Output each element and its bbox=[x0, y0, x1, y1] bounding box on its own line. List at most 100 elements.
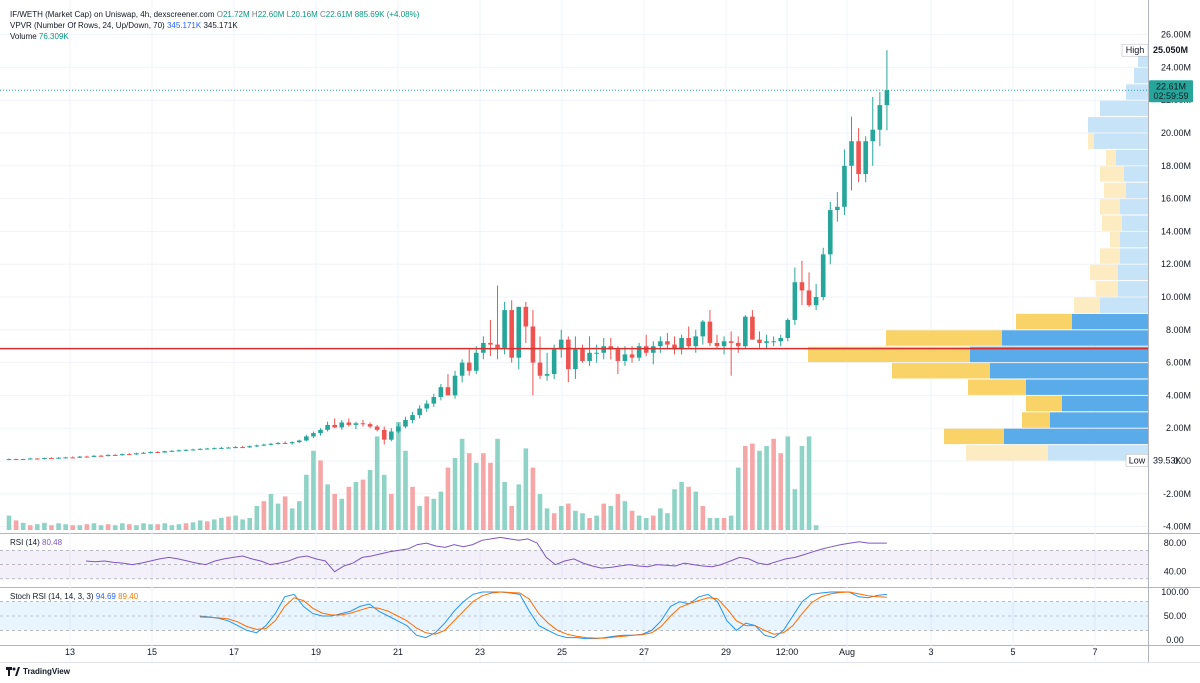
candlesticks bbox=[6, 50, 890, 461]
time-tick-label: 29 bbox=[721, 647, 731, 657]
last-price-value: 22.61M bbox=[1156, 82, 1186, 92]
vpvr-up-row bbox=[1124, 166, 1148, 182]
volume-bar bbox=[226, 516, 231, 530]
close-value: 22.61M bbox=[325, 10, 353, 19]
candle-body bbox=[537, 362, 543, 376]
candle-body bbox=[42, 458, 47, 460]
vpvr-up-row bbox=[1126, 182, 1148, 199]
time-tick-label: 19 bbox=[311, 647, 321, 657]
candle-body bbox=[849, 141, 854, 166]
volume-bar bbox=[509, 506, 514, 530]
stoch-label[interactable]: Stoch RSI (14, 14, 3, 3) bbox=[10, 592, 94, 601]
vpvr-down-row bbox=[966, 445, 1048, 461]
volume-bar bbox=[530, 467, 536, 530]
brand-name: TradingView bbox=[23, 667, 70, 676]
candle-body bbox=[530, 326, 536, 363]
candle-body bbox=[197, 448, 203, 450]
volume-bar bbox=[424, 496, 430, 530]
candle-body bbox=[353, 423, 359, 425]
volume-bar bbox=[360, 479, 366, 530]
volume-bar bbox=[764, 446, 769, 530]
high-label: H bbox=[251, 10, 258, 19]
candle-body bbox=[488, 342, 493, 345]
volume-bar bbox=[452, 458, 458, 530]
volume-bar bbox=[650, 515, 656, 530]
candle-body bbox=[806, 290, 812, 306]
volume-bar bbox=[13, 520, 19, 530]
candle-body bbox=[452, 375, 458, 396]
volume-bar bbox=[212, 519, 217, 530]
candle-body bbox=[424, 403, 430, 409]
volume-bar bbox=[551, 513, 557, 530]
vpvr-up-row bbox=[1138, 53, 1148, 67]
candle-body bbox=[148, 451, 153, 453]
rsi-value: 80.48 bbox=[42, 538, 63, 547]
volume-bar bbox=[247, 518, 253, 530]
volume-bar bbox=[629, 510, 635, 530]
volume-bar bbox=[289, 508, 295, 530]
volume-bar bbox=[799, 446, 805, 530]
symbol-title[interactable]: IF/WETH (Market Cap) on Uniswap, 4h, dex… bbox=[10, 10, 215, 19]
candle-body bbox=[877, 105, 883, 130]
low-label: L bbox=[286, 10, 292, 19]
candle-body bbox=[304, 436, 309, 441]
stoch-k-value: 94.69 bbox=[95, 592, 116, 601]
candle-body bbox=[799, 282, 805, 291]
tradingview-brand[interactable]: TradingView bbox=[6, 667, 70, 676]
volume-label[interactable]: Volume bbox=[10, 32, 37, 41]
candle-body bbox=[856, 141, 861, 174]
candle-body bbox=[721, 341, 727, 347]
time-tick-label: 17 bbox=[229, 647, 239, 657]
volume-bar bbox=[778, 453, 784, 530]
volume-bar bbox=[219, 518, 224, 530]
vpvr-down-row bbox=[1100, 248, 1120, 264]
volume-bar bbox=[332, 494, 337, 530]
candle-body bbox=[884, 90, 890, 106]
rsi-label[interactable]: RSI (14) bbox=[10, 538, 40, 547]
vpvr-up-row bbox=[990, 363, 1148, 379]
candle-body bbox=[63, 457, 68, 459]
candle-body bbox=[431, 397, 437, 404]
candle-body bbox=[707, 321, 713, 343]
vpvr-label[interactable]: VPVR (Number Of Rows, 24, Up/Down, 70) bbox=[10, 21, 165, 30]
rsi-tick-label: 80.00 bbox=[1164, 538, 1187, 548]
candle-body bbox=[254, 445, 260, 447]
price-tick-label: -4.00M bbox=[1163, 522, 1191, 532]
candle-body bbox=[98, 455, 104, 457]
volume-bar bbox=[77, 525, 83, 530]
volume-bar bbox=[573, 510, 578, 530]
price-tick-label: 2.00M bbox=[1166, 423, 1191, 433]
volume-bar bbox=[445, 467, 451, 530]
volume-bar bbox=[56, 523, 61, 530]
candle-body bbox=[764, 341, 769, 343]
candle-body bbox=[566, 339, 571, 370]
candle-body bbox=[672, 344, 677, 350]
volume-bar bbox=[566, 503, 571, 530]
price-tick-label: 24.00M bbox=[1161, 62, 1191, 72]
candle-body bbox=[183, 449, 189, 451]
volume-bar bbox=[183, 523, 189, 530]
time-tick-label: 21 bbox=[393, 647, 403, 657]
volume-bar bbox=[643, 518, 649, 530]
volume-bar bbox=[750, 443, 755, 530]
candle-body bbox=[275, 442, 281, 444]
rsi-pane bbox=[0, 536, 1148, 580]
volume-bar bbox=[127, 524, 132, 530]
candle-body bbox=[580, 349, 585, 361]
candle-body bbox=[700, 321, 706, 337]
volume-bar bbox=[119, 523, 125, 530]
time-tick-label: 5 bbox=[1010, 647, 1015, 657]
volume-bar bbox=[70, 525, 76, 530]
volume-bar bbox=[261, 501, 267, 530]
volume-bar bbox=[792, 489, 798, 530]
candle-body bbox=[835, 206, 840, 211]
volume-bar bbox=[282, 496, 288, 530]
price-tick-label: -2.00M bbox=[1163, 489, 1191, 499]
vpvr-down-row bbox=[1074, 297, 1100, 313]
candle-body bbox=[233, 447, 238, 449]
volume-bar bbox=[353, 482, 359, 530]
candle-body bbox=[176, 450, 182, 452]
volume-bar bbox=[516, 484, 522, 530]
candle-body bbox=[785, 319, 791, 338]
